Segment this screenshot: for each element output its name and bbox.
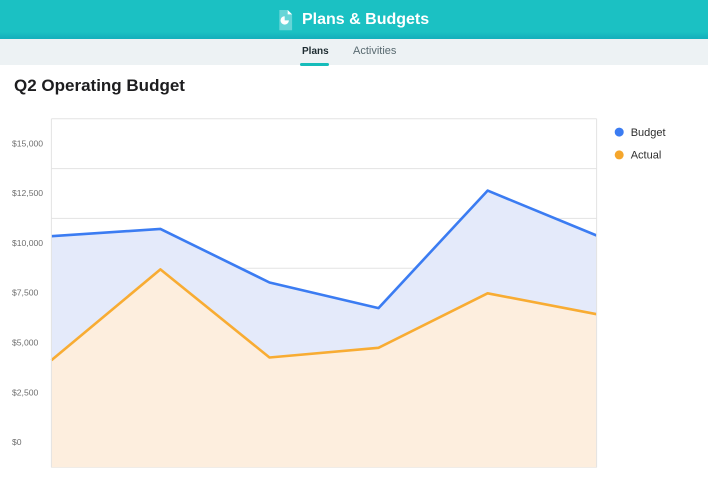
svg-text:$10,000: $10,000 [12, 238, 43, 248]
svg-text:$0: $0 [12, 437, 22, 447]
svg-text:Budget: Budget [631, 127, 666, 139]
svg-text:$15,000: $15,000 [12, 138, 43, 148]
svg-text:$12,500: $12,500 [12, 188, 43, 198]
svg-text:$2,500: $2,500 [12, 387, 39, 397]
svg-text:$5,000: $5,000 [12, 338, 39, 348]
svg-text:$7,500: $7,500 [12, 288, 39, 298]
svg-text:Actual: Actual [631, 150, 662, 162]
